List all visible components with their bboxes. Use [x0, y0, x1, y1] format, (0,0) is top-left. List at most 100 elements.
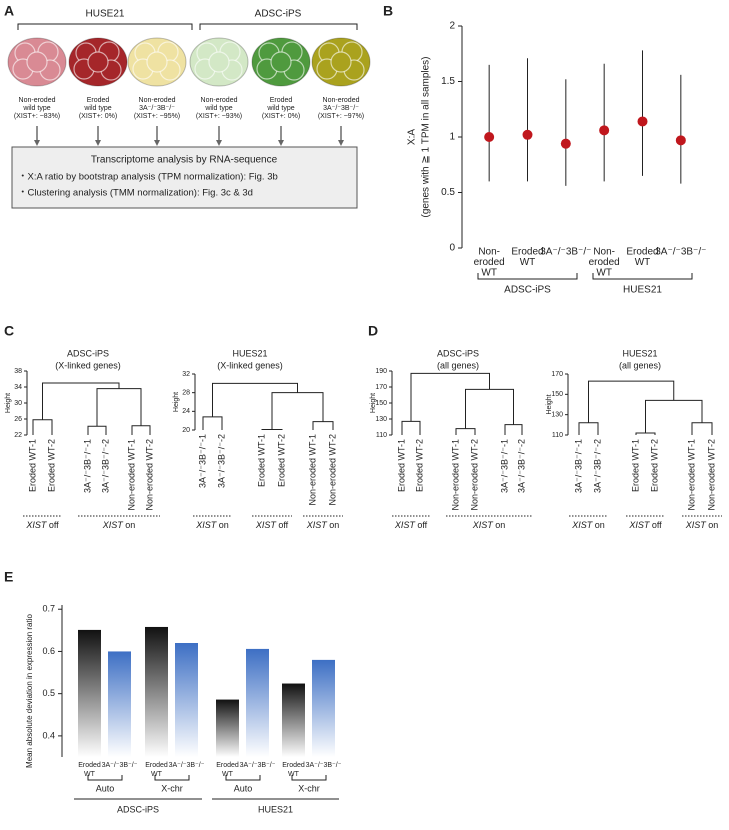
- bar: [246, 648, 269, 757]
- x-tick-label: WT: [151, 771, 163, 778]
- bar: [282, 683, 305, 757]
- leaf-label: Non-eroded WT-1: [450, 439, 460, 511]
- merge: [87, 425, 107, 435]
- arrow-head: [154, 140, 160, 146]
- leaf-label: 3A⁻/⁻3B⁻/⁻-2: [100, 439, 110, 493]
- leaf-label: Eroded WT-2: [649, 439, 659, 492]
- subgroup-bracket: [225, 775, 261, 781]
- merge: [504, 424, 523, 435]
- y-tick-label: 28: [182, 390, 190, 397]
- footer-gene: XIST: [472, 520, 495, 530]
- leaf-label: 3A⁻/⁻3B⁻/⁻-2: [592, 439, 602, 493]
- bar: [108, 651, 131, 757]
- cell: [87, 51, 109, 73]
- dendrogram-title: HUES21: [622, 348, 657, 358]
- panel-label: D: [368, 323, 378, 339]
- y-tick-label: 24: [182, 408, 190, 415]
- box-item: ・Clustering analysis (TMM normalization)…: [18, 188, 253, 199]
- panel-label: C: [4, 323, 14, 339]
- merge: [635, 432, 656, 435]
- bar: [145, 626, 168, 757]
- leaf-label: Non-eroded WT-1: [686, 439, 696, 511]
- point: [484, 132, 495, 142]
- subgroup-label: X-chr: [161, 783, 183, 793]
- y-axis-label: Height: [5, 393, 12, 413]
- y-tick-label: 130: [551, 412, 563, 419]
- x-tick-label: WT: [222, 771, 234, 778]
- y-axis-label: Height: [370, 393, 377, 413]
- y-tick-label: 150: [375, 400, 387, 407]
- y-tick-label: 0.6: [42, 646, 55, 656]
- merge: [691, 422, 713, 435]
- x-tick-label: WT: [635, 257, 651, 268]
- caption-line: (XIST+: 0%): [79, 113, 117, 120]
- group-label: HUES21: [623, 285, 662, 296]
- y-axis-label: (genes with ≧ 1 TPM in all samples): [421, 56, 432, 217]
- caption-line: 3A⁻/⁻3B⁻/⁻: [323, 105, 359, 112]
- point: [599, 125, 610, 136]
- leaf-label: Eroded WT-2: [46, 439, 56, 492]
- point: [637, 116, 648, 127]
- leaf-label: Eroded WT-1: [396, 439, 406, 492]
- box-item: ・X:A ratio by bootstrap analysis (TPM no…: [18, 172, 278, 183]
- footer-gene: XIST: [25, 520, 48, 530]
- footer-state: off: [278, 520, 288, 530]
- arrow-head: [95, 140, 101, 146]
- dendrogram-title: HUES21: [232, 348, 267, 358]
- y-axis-label: Mean absolute deviation in expression ra…: [25, 614, 34, 768]
- x-tick-label: Eroded: [282, 762, 305, 769]
- merge: [96, 388, 142, 427]
- leaf-label: 3A⁻/⁻3B⁻/⁻-1: [573, 439, 583, 493]
- footer-state: on: [495, 520, 505, 530]
- y-tick-label: 110: [552, 432, 563, 439]
- merge: [401, 420, 421, 435]
- point: [522, 129, 533, 140]
- caption-line: (XIST+: ~93%): [196, 113, 242, 120]
- leaf-label: 3A⁻/⁻3B⁻/⁻-2: [216, 434, 226, 488]
- dendrogram-title: ADSC-iPS: [437, 348, 479, 358]
- footer-label: XIST on: [685, 520, 719, 530]
- y-axis-label: X:A: [407, 129, 418, 145]
- caption-line: Non-eroded: [201, 97, 238, 104]
- group-bracket: [477, 273, 578, 280]
- subgroup-bracket: [87, 775, 123, 781]
- y-tick-label: 38: [14, 368, 22, 375]
- panel-label: B: [383, 3, 393, 19]
- footer-gene: XIST: [306, 520, 329, 530]
- leaf-label: Non-eroded WT-2: [469, 439, 479, 511]
- leaf-label: Non-eroded WT-2: [706, 439, 716, 511]
- merge: [410, 372, 490, 422]
- leaf-label: Non-eroded WT-2: [327, 434, 337, 506]
- subgroup-bracket: [154, 775, 190, 781]
- footer-gene: XIST: [195, 520, 218, 530]
- footer-state: off: [417, 520, 427, 530]
- point: [560, 138, 571, 149]
- x-tick-label: Non-: [593, 247, 615, 258]
- caption-line: (XIST+: ~83%): [14, 113, 60, 120]
- x-tick-label: WT: [288, 771, 300, 778]
- footer-label: XIST on: [102, 520, 136, 530]
- leaf-label: Non-eroded WT-1: [307, 434, 317, 506]
- bar: [175, 643, 198, 757]
- footer-label: XIST off: [628, 520, 662, 530]
- subgroup-label: Auto: [234, 783, 253, 793]
- y-tick-label: 190: [375, 368, 387, 375]
- footer-gene: XIST: [255, 520, 278, 530]
- merge: [202, 416, 223, 430]
- footer-label: XIST off: [25, 520, 59, 530]
- leaf-label: Eroded WT-1: [256, 434, 266, 487]
- x-tick-label: 3A⁻/⁻3B⁻/⁻: [169, 762, 205, 769]
- point: [675, 135, 686, 146]
- x-tick-label: Eroded: [145, 762, 168, 769]
- leaf-label: Eroded WT-2: [276, 434, 286, 487]
- y-tick-label: 34: [14, 384, 22, 391]
- y-tick-label: 0: [449, 243, 455, 254]
- footer-label: XIST off: [394, 520, 428, 530]
- x-tick-label: WT: [596, 268, 612, 279]
- group-bracket: [199, 23, 358, 30]
- footer-label: XIST off: [255, 520, 289, 530]
- x-tick-label: Non-: [478, 247, 500, 258]
- footer-gene: XIST: [628, 520, 651, 530]
- merge: [32, 419, 53, 435]
